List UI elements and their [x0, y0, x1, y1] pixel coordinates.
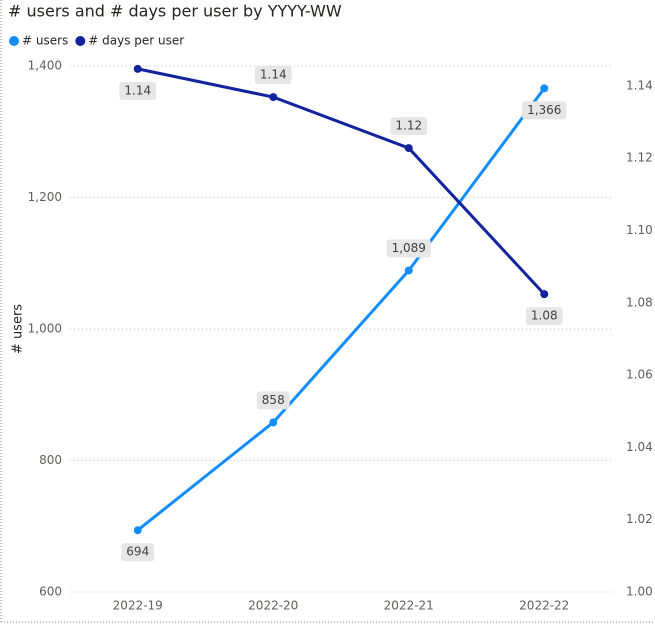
y-axis-title: # users	[11, 304, 26, 354]
data-label-bg	[121, 543, 155, 562]
y2-tick-label: 1.10	[626, 223, 653, 237]
y-tick-label: 1,000	[28, 322, 62, 336]
data-point	[404, 266, 413, 275]
series-line	[137, 67, 546, 296]
y2-tick-label: 1.12	[626, 151, 653, 165]
y-tick-label: 800	[39, 453, 62, 467]
data-label: 1.08	[531, 309, 558, 323]
y2-tick-label: 1.02	[626, 512, 653, 526]
data-point	[540, 84, 549, 93]
data-point	[269, 418, 278, 427]
data-label-bg	[525, 307, 563, 326]
y2-tick-label: 1.08	[626, 295, 653, 309]
y-tick-label: 1,400	[28, 59, 62, 73]
series-line	[136, 87, 546, 532]
data-point	[404, 144, 413, 153]
data-label: 858	[262, 393, 285, 407]
data-label: 1.14	[260, 68, 287, 82]
data-label-bg	[390, 117, 428, 136]
data-label: 694	[126, 545, 149, 559]
data-point	[133, 64, 142, 73]
legend-marker	[9, 36, 19, 46]
data-label: 1,089	[392, 241, 426, 255]
data-label-bg	[256, 391, 290, 410]
y2-tick-label: 1.00	[626, 585, 653, 599]
x-tick-label: 2022-20	[248, 599, 298, 613]
data-label-bg	[119, 81, 157, 100]
chart-title: # users and # days per user by YYYY-WW	[8, 2, 342, 21]
legend-label: # users	[22, 34, 68, 48]
y-tick-label: 600	[39, 585, 62, 599]
y2-tick-label: 1.06	[626, 368, 653, 382]
legend-marker	[75, 36, 86, 46]
x-tick-label: 2022-21	[384, 599, 434, 613]
data-point	[540, 290, 549, 299]
x-tick-label: 2022-22	[519, 599, 569, 613]
data-label-bg	[522, 101, 567, 120]
data-point	[269, 93, 278, 102]
y2-tick-label: 1.14	[626, 78, 653, 92]
legend-label: # days per user	[88, 34, 184, 48]
data-label: 1.12	[395, 119, 422, 133]
x-tick-label: 2022-19	[113, 599, 163, 613]
y-tick-label: 1,200	[28, 190, 62, 204]
data-label: 1,366	[527, 103, 561, 117]
data-label-bg	[254, 66, 292, 85]
data-point	[133, 526, 142, 535]
data-label: 1.14	[124, 83, 151, 97]
y2-tick-label: 1.04	[626, 440, 653, 454]
data-label-bg	[386, 239, 431, 258]
